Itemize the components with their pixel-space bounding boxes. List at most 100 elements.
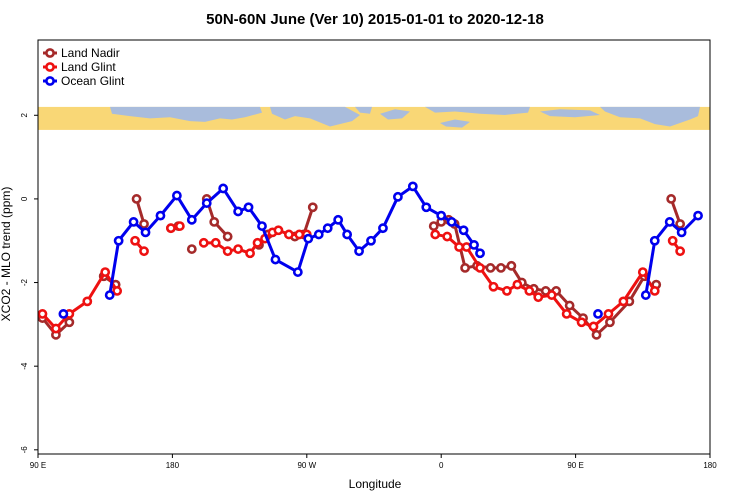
data-point (458, 225, 469, 236)
map-land (440, 119, 470, 128)
data-point (591, 329, 602, 340)
data-point (210, 237, 221, 248)
map-land (425, 106, 530, 115)
data-point (201, 198, 212, 208)
data-point (186, 244, 197, 254)
data-point (273, 225, 284, 236)
y-axis-label: XCO2 - MLO trend (ppm) (0, 187, 13, 322)
data-point (488, 281, 499, 292)
data-point (283, 229, 294, 240)
data-point (354, 246, 364, 257)
legend-marker (45, 48, 55, 58)
data-point (222, 246, 233, 257)
x-tick-label: 90 E (567, 461, 583, 470)
data-point (128, 217, 139, 227)
chart-title: 50N-60N June (Ver 10) 2015-01-01 to 2020… (206, 11, 544, 28)
data-point (209, 217, 220, 227)
series-ocean-glint (58, 181, 703, 319)
data-point (233, 244, 244, 254)
x-tick-label: 180 (166, 461, 180, 470)
data-point (454, 242, 465, 252)
data-point (166, 223, 176, 234)
data-point (270, 254, 281, 265)
map-land (270, 106, 360, 127)
data-point (640, 290, 651, 300)
data-point (139, 219, 149, 229)
y-tick-label: 0 (20, 196, 29, 201)
data-point (533, 292, 544, 303)
x-tick-label: 90 E (30, 461, 46, 470)
data-point (546, 290, 557, 300)
data-point (218, 183, 229, 194)
data-point (333, 214, 344, 225)
data-point (243, 202, 254, 213)
data-point (139, 246, 149, 257)
map-land (355, 106, 372, 114)
data-point (313, 229, 324, 240)
data-point (475, 248, 485, 259)
data-point (461, 242, 472, 252)
map-land (380, 109, 410, 120)
data-point (475, 263, 485, 273)
data-point (442, 231, 453, 242)
map-land (600, 106, 700, 127)
data-point (460, 263, 470, 273)
data-point (676, 227, 687, 238)
data-point (469, 240, 479, 250)
data-point (675, 246, 686, 257)
data-point (303, 233, 314, 244)
data-point (664, 217, 675, 227)
data-point (496, 263, 506, 273)
legend-label: Land Nadir (61, 46, 120, 60)
data-point (292, 267, 303, 277)
x-axis-label: Longitude (349, 477, 402, 491)
data-point (37, 309, 48, 319)
data-point (564, 300, 575, 311)
series-layer (37, 181, 703, 340)
data-point (392, 191, 403, 202)
data-point (131, 194, 142, 204)
legend-marker (45, 76, 55, 86)
legend-marker (45, 62, 55, 72)
data-point (140, 227, 151, 238)
data-point (421, 202, 432, 213)
data-point (64, 317, 75, 328)
data-point (171, 190, 182, 201)
axis-ticks: 90 E 180 90 W 0 90 E 180 -6 -4 -2 0 2 (20, 112, 717, 470)
data-point (637, 267, 648, 277)
data-point (506, 260, 517, 271)
data-point (222, 231, 233, 242)
data-point (82, 296, 93, 307)
data-point (342, 229, 353, 240)
data-point (112, 286, 123, 296)
y-tick-label: -2 (20, 278, 29, 286)
data-point (603, 309, 614, 319)
y-tick-label: -4 (20, 362, 29, 370)
map-land (540, 109, 600, 118)
data-point (618, 296, 629, 307)
data-point (446, 217, 457, 227)
data-point (130, 235, 140, 246)
data-point (51, 323, 61, 334)
data-point (593, 309, 603, 319)
data-point (198, 237, 209, 248)
data-point (174, 221, 185, 231)
data-point (524, 286, 535, 296)
data-point (666, 194, 677, 204)
data-point (407, 181, 418, 192)
data-point (512, 279, 523, 290)
data-point (485, 263, 496, 273)
data-point (100, 267, 111, 277)
data-point (257, 221, 267, 231)
data-point (294, 229, 305, 240)
plot-frame (37, 39, 711, 455)
data-point (605, 317, 615, 328)
world-map-strip (38, 106, 710, 130)
y-tick-label: -6 (20, 446, 29, 454)
data-point (378, 223, 388, 234)
data-point (588, 321, 599, 332)
data-point (436, 210, 447, 221)
